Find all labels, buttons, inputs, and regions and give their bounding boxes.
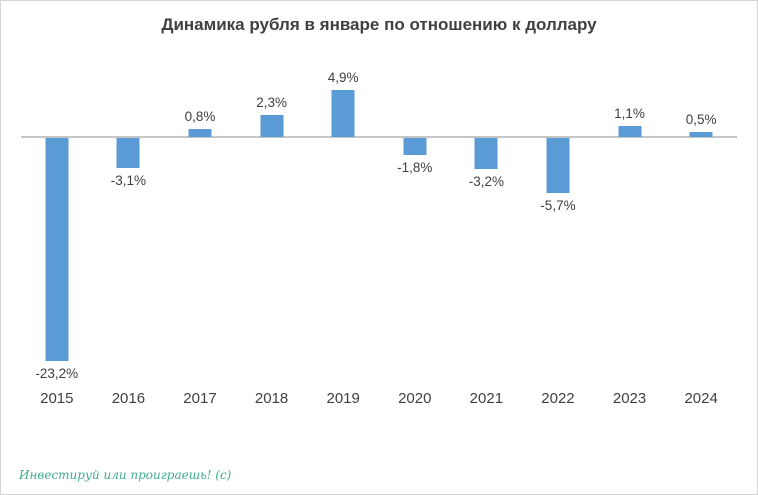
bar-2019 [331,89,355,137]
bar-column-2023: 1,1% [594,53,666,388]
bar-value-label-2018: 2,3% [256,94,287,110]
chart-title: Динамика рубля в январе по отношению к д… [161,15,597,34]
bar-column-2021: -3,2% [451,53,523,388]
bar-2024 [689,132,713,137]
bar-column-2024: 0,5% [665,53,737,388]
bar-column-2016: -3,1% [93,53,165,388]
bar-value-label-2021: -3,2% [468,173,504,189]
bar-2016 [116,138,140,168]
x-axis-label-2020: 2020 [398,390,432,407]
bar-column-2017: 0,8% [164,53,236,388]
bar-value-label-2016: -3,1% [110,172,147,188]
bar-column-2015: -23,2% [21,53,93,388]
bar-column-2020: -1,8% [379,53,451,388]
bar-value-label-2023: 1,1% [614,106,645,122]
x-axis-label-2023: 2023 [612,390,647,407]
x-axis-labels: 2015 2016 2017 2018 2019 2020 2021 2022 2023 2024 [21,390,737,407]
bar-2015 [45,138,69,361]
bar-value-label-2022: -5,7% [540,197,576,213]
x-axis-label-2024: 2024 [684,390,718,407]
zero-axis-line [21,136,737,138]
bar-2022 [546,138,570,193]
bar-column-2019: 4,9% [307,53,379,388]
x-axis-label-2017: 2017 [183,390,217,407]
bar-2023 [618,126,642,137]
bar-column-2022: -5,7% [522,53,594,388]
bar-value-label-2019: 4,9% [327,69,359,85]
bar-value-label-2024: 0,5% [685,112,717,128]
x-axis-label-2015: 2015 [40,390,74,407]
bar-value-label-2017: 0,8% [184,109,216,125]
bar-2020 [403,138,427,156]
bar-value-label-2020: -1,8% [397,160,433,176]
bar-column-2018: 2,3% [236,53,308,388]
x-axis-label-2016: 2016 [111,390,146,407]
x-axis-label-2018: 2018 [254,390,289,407]
bar-value-label-2015: -23,2% [35,365,79,381]
x-axis-label-2022: 2022 [541,390,575,407]
watermark-text: Инвестируй или проиграешь! (с) [19,468,232,482]
bar-2017 [188,129,212,137]
bar-chart-plot: -23,2% -3,1% 0,8% 2,3% 4,9% -1,8% -3,2% -5,7% 1,… [21,53,737,388]
bar-2018 [260,114,284,137]
x-axis-label-2021: 2021 [469,390,504,407]
bar-2021 [474,138,498,169]
x-axis-label-2019: 2019 [326,390,360,407]
